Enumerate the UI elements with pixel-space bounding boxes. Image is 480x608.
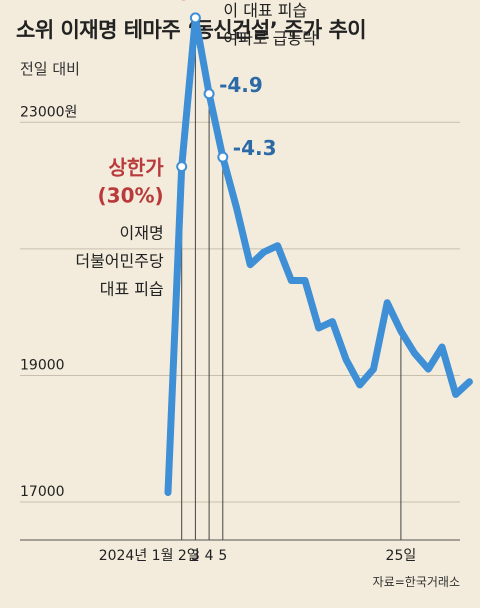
data-point-marker-4 <box>217 151 229 163</box>
data-point-marker-3 <box>203 88 215 100</box>
x-tick-label-2: 3 <box>191 548 200 564</box>
x-tick-label-4: 5 <box>218 548 227 564</box>
annotation-limit-up-percent: (30%) <box>98 184 164 208</box>
x-tick-label-3: 4 <box>205 548 214 564</box>
x-tick-label-1: 2024년 1월 2일 <box>99 548 200 564</box>
y-tick-label-19000: 19000 <box>20 357 65 373</box>
annotation-minus-4: -4.3 <box>233 136 277 160</box>
annotation-crash-note-0: 이 대표 피습 <box>223 1 307 20</box>
annotation-plus-9-1: +9.1 <box>161 0 213 5</box>
source-note: 자료=한국거래소 <box>372 575 460 589</box>
annotation-note-0: 이재명 <box>120 224 164 243</box>
y-tick-label-17000: 17000 <box>20 484 65 500</box>
series-line <box>164 14 473 496</box>
data-point-marker-1 <box>176 161 188 173</box>
chart-subtitle: 전일 대비 <box>20 60 80 78</box>
data-point-marker-2 <box>189 12 201 24</box>
x-tick-label-17: 25일 <box>386 548 417 564</box>
annotation-note-2: 대표 피습 <box>100 280 164 299</box>
y-tick-label-23000: 23000원 <box>20 104 77 120</box>
annotation-note-1: 더불어민주당 <box>75 252 164 271</box>
annotation-limit-up: 상한가 <box>108 156 164 180</box>
annotation-crash-note-1: 여파로 급등락 <box>223 29 317 48</box>
annotation-minus-3: -4.9 <box>219 73 263 97</box>
